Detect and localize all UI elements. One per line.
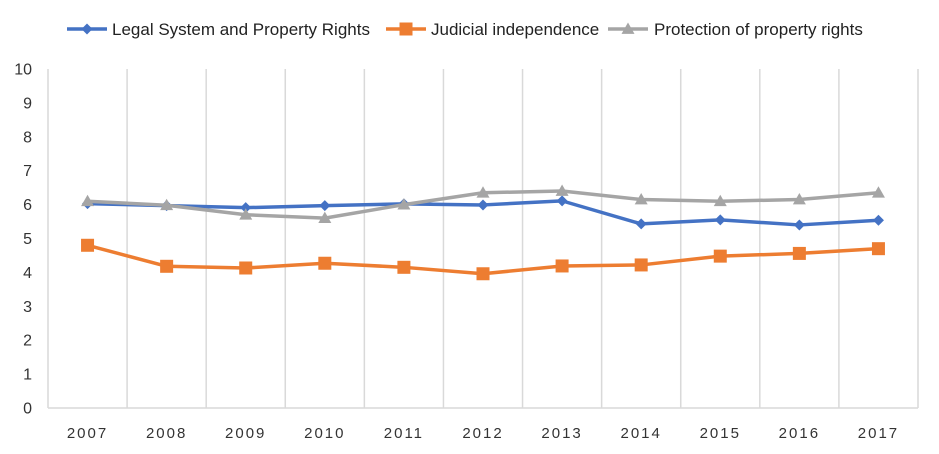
y-tick-label: 9: [23, 95, 32, 112]
x-tick-label: 2008: [146, 425, 187, 442]
data-point: [555, 184, 569, 196]
data-point: [81, 194, 95, 207]
x-tick-label: 2012: [462, 425, 503, 442]
data-point: [397, 260, 411, 274]
legend-item: Judicial independence: [386, 20, 599, 39]
legend-label: Protection of property rights: [654, 20, 863, 39]
legend-item: Protection of property rights: [608, 20, 863, 39]
data-point: [555, 259, 569, 273]
data-point: [556, 195, 568, 207]
x-tick-label: 2016: [779, 425, 820, 442]
series-layer: [81, 184, 885, 281]
legend-item: Legal System and Property Rights: [67, 20, 370, 39]
data-point: [634, 258, 648, 272]
series-1: [81, 238, 885, 281]
y-tick-label: 6: [23, 197, 32, 214]
x-tick-label: 2017: [858, 425, 899, 442]
data-point: [318, 211, 332, 224]
data-point: [871, 242, 885, 256]
x-tick-label: 2013: [541, 425, 582, 442]
x-tick-label: 2010: [304, 425, 345, 442]
y-tick-label: 3: [23, 299, 32, 316]
data-point: [635, 218, 647, 230]
x-tick-label: 2015: [700, 425, 741, 442]
data-point: [634, 193, 648, 205]
data-point: [872, 214, 884, 226]
x-tick-label: 2014: [620, 425, 661, 442]
data-point: [239, 208, 253, 220]
data-point: [160, 198, 174, 211]
data-point: [81, 238, 95, 252]
y-tick-label: 1: [23, 367, 32, 384]
y-tick-label: 0: [23, 401, 32, 418]
data-point: [318, 256, 332, 270]
y-tick-label: 5: [23, 231, 32, 248]
y-tick-label: 4: [23, 265, 32, 282]
data-point: [792, 193, 806, 205]
data-point: [476, 267, 490, 281]
data-point: [239, 261, 253, 275]
y-tick-label: 7: [23, 163, 32, 180]
data-point: [240, 202, 252, 214]
legend-marker: [621, 22, 635, 34]
legend: Legal System and Property Rights Judicial…: [67, 20, 863, 39]
data-point: [477, 199, 489, 211]
grid-lines: [47, 69, 919, 408]
data-point: [319, 200, 331, 212]
data-point: [793, 219, 805, 231]
legend-marker: [81, 23, 93, 35]
x-tick-label: 2009: [225, 425, 266, 442]
data-point: [792, 246, 806, 260]
legend-label: Judicial independence: [431, 20, 599, 39]
series-2: [81, 184, 885, 224]
legend-marker: [399, 22, 413, 36]
data-point: [713, 249, 727, 263]
y-axis-ticks: 0 1 2 3 4 5 6 7 8 9 10: [14, 62, 32, 418]
x-tick-label: 2007: [67, 425, 108, 442]
data-point: [160, 259, 174, 273]
data-point: [397, 198, 411, 210]
y-tick-label: 8: [23, 129, 32, 146]
x-tick-label: 2011: [384, 425, 424, 442]
y-tick-label: 2: [23, 333, 32, 350]
legend-label: Legal System and Property Rights: [112, 20, 370, 39]
y-tick-label: 10: [14, 62, 32, 79]
data-point: [871, 186, 885, 198]
x-axis-ticks: 2007 2008 2009 2010 2011 2012 2013 2014 2015 2016…: [67, 425, 899, 442]
data-point: [714, 214, 726, 226]
data-point: [713, 194, 727, 207]
data-point: [476, 186, 490, 198]
